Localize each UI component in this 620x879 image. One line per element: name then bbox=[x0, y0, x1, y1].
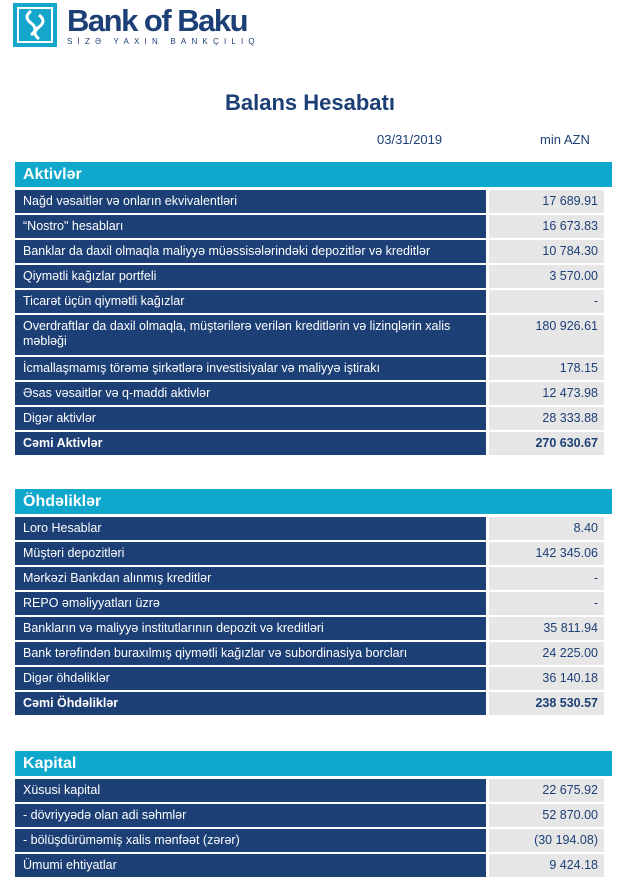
row-label: Mərkəzi Bankdan alınmış kreditlər bbox=[15, 567, 486, 590]
row-value: 270 630.67 bbox=[489, 432, 604, 455]
row-label: Overdraftlar da daxil olmaqla, müştərilə… bbox=[15, 315, 486, 355]
row-value: 142 345.06 bbox=[489, 542, 604, 565]
table-row: Ümumi ehtiyatlar 9 424.18 bbox=[15, 854, 612, 877]
currency-unit: min AZN bbox=[540, 132, 590, 147]
logo-slogan: SİZƏ YAXIN BANKÇILIQ bbox=[67, 37, 260, 46]
table-row: Əsas vəsaitlər və q-maddi aktivlər 12 473… bbox=[15, 382, 612, 405]
row-label: Digər aktivlər bbox=[15, 407, 486, 430]
row-value: 238 530.57 bbox=[489, 692, 604, 715]
table-row: Bankların və maliyyə institutlarının dep… bbox=[15, 617, 612, 640]
table-row: Loro Hesablar 8.40 bbox=[15, 517, 612, 540]
row-label: - dövriyyədə olan adi səhmlər bbox=[15, 804, 486, 827]
total-row: Cəmi Aktivlər 270 630.67 bbox=[15, 432, 612, 455]
row-value: 178.15 bbox=[489, 357, 604, 380]
row-value: 16 673.83 bbox=[489, 215, 604, 238]
table-row: Ticarət üçün qiymətli kağızlar - bbox=[15, 290, 612, 313]
bank-logo: Bank of Baku SİZƏ YAXIN BANKÇILIQ bbox=[13, 3, 260, 47]
total-row: Cəmi Öhdəliklər 238 530.57 bbox=[15, 692, 612, 715]
table-row: İcmallaşmamış törəmə şirkətlərə investis… bbox=[15, 357, 612, 380]
row-label: Bank tərəfindən buraxılmış qiymətli kağı… bbox=[15, 642, 486, 665]
row-value: 180 926.61 bbox=[489, 315, 604, 355]
row-label: Qiymətli kağızlar portfeli bbox=[15, 265, 486, 288]
row-value: 24 225.00 bbox=[489, 642, 604, 665]
row-value: - bbox=[489, 290, 604, 313]
row-value: 22 675.92 bbox=[489, 779, 604, 802]
table-row: Nağd vəsaitlər və onların ekvivalentləri… bbox=[15, 190, 612, 213]
table-row: Mərkəzi Bankdan alınmış kreditlər - bbox=[15, 567, 612, 590]
table-row: Xüsusi kapital 22 675.92 bbox=[15, 779, 612, 802]
row-value: 8.40 bbox=[489, 517, 604, 540]
row-label: Bankların və maliyyə institutlarının dep… bbox=[15, 617, 486, 640]
row-label: Ümumi ehtiyatlar bbox=[15, 854, 486, 877]
table-row: REPO əməliyyatları üzrə - bbox=[15, 592, 612, 615]
table-row: Banklar da daxil olmaqla maliyyə müəssis… bbox=[15, 240, 612, 263]
logo-name: Bank of Baku bbox=[67, 3, 249, 38]
row-value: 28 333.88 bbox=[489, 407, 604, 430]
table-row: - bölüşdürüməmiş xalis mənfəət (zərər) (3… bbox=[15, 829, 612, 852]
row-value: - bbox=[489, 592, 604, 615]
table-row: Digər öhdəliklər 36 140.18 bbox=[15, 667, 612, 690]
row-label: “Nostro" hesabları bbox=[15, 215, 486, 238]
section-header: Öhdəliklər bbox=[15, 489, 612, 514]
row-label: Cəmi Aktivlər bbox=[15, 432, 486, 455]
row-label: Əsas vəsaitlər və q-maddi aktivlər bbox=[15, 382, 486, 405]
section-assets: Aktivlər Nağd vəsaitlər və onların ekviva… bbox=[15, 162, 612, 457]
table-row: Qiymətli kağızlar portfeli 3 570.00 bbox=[15, 265, 612, 288]
row-label: Loro Hesablar bbox=[15, 517, 486, 540]
row-label: Ticarət üçün qiymətli kağızlar bbox=[15, 290, 486, 313]
row-label: Müştəri depozitləri bbox=[15, 542, 486, 565]
table-row: - dövriyyədə olan adi səhmlər 52 870.00 bbox=[15, 804, 612, 827]
table-row: Bank tərəfindən buraxılmış qiymətli kağı… bbox=[15, 642, 612, 665]
table-row: Overdraftlar da daxil olmaqla, müştərilə… bbox=[15, 315, 612, 355]
row-label: - bölüşdürüməmiş xalis mənfəət (zərər) bbox=[15, 829, 486, 852]
row-value: 17 689.91 bbox=[489, 190, 604, 213]
table-row: Müştəri depozitləri 142 345.06 bbox=[15, 542, 612, 565]
row-value: 10 784.30 bbox=[489, 240, 604, 263]
row-value: (30 194.08) bbox=[489, 829, 604, 852]
chain-link-icon bbox=[13, 3, 57, 47]
table-row: “Nostro" hesabları 16 673.83 bbox=[15, 215, 612, 238]
row-label: Banklar da daxil olmaqla maliyyə müəssis… bbox=[15, 240, 486, 263]
section-capital: Kapital Xüsusi kapital 22 675.92- dövriyyə… bbox=[15, 751, 612, 879]
row-label: Xüsusi kapital bbox=[15, 779, 486, 802]
row-label: Nağd vəsaitlər və onların ekvivalentləri bbox=[15, 190, 486, 213]
row-label: İcmallaşmamış törəmə şirkətlərə investis… bbox=[15, 357, 486, 380]
row-label: REPO əməliyyatları üzrə bbox=[15, 592, 486, 615]
table-row: Digər aktivlər 28 333.88 bbox=[15, 407, 612, 430]
row-value: 35 811.94 bbox=[489, 617, 604, 640]
row-value: 12 473.98 bbox=[489, 382, 604, 405]
section-header: Aktivlər bbox=[15, 162, 612, 187]
section-header: Kapital bbox=[15, 751, 612, 776]
page-title: Balans Hesabatı bbox=[225, 90, 395, 115]
row-label: Cəmi Öhdəliklər bbox=[15, 692, 486, 715]
row-value: - bbox=[489, 567, 604, 590]
row-value: 36 140.18 bbox=[489, 667, 604, 690]
report-date: 03/31/2019 bbox=[377, 132, 443, 147]
row-value: 52 870.00 bbox=[489, 804, 604, 827]
section-liabilities: Öhdəliklər Loro Hesablar 8.40 Müştəri depoz… bbox=[15, 489, 612, 717]
row-value: 9 424.18 bbox=[489, 854, 604, 877]
row-value: 3 570.00 bbox=[489, 265, 604, 288]
row-label: Digər öhdəliklər bbox=[15, 667, 486, 690]
